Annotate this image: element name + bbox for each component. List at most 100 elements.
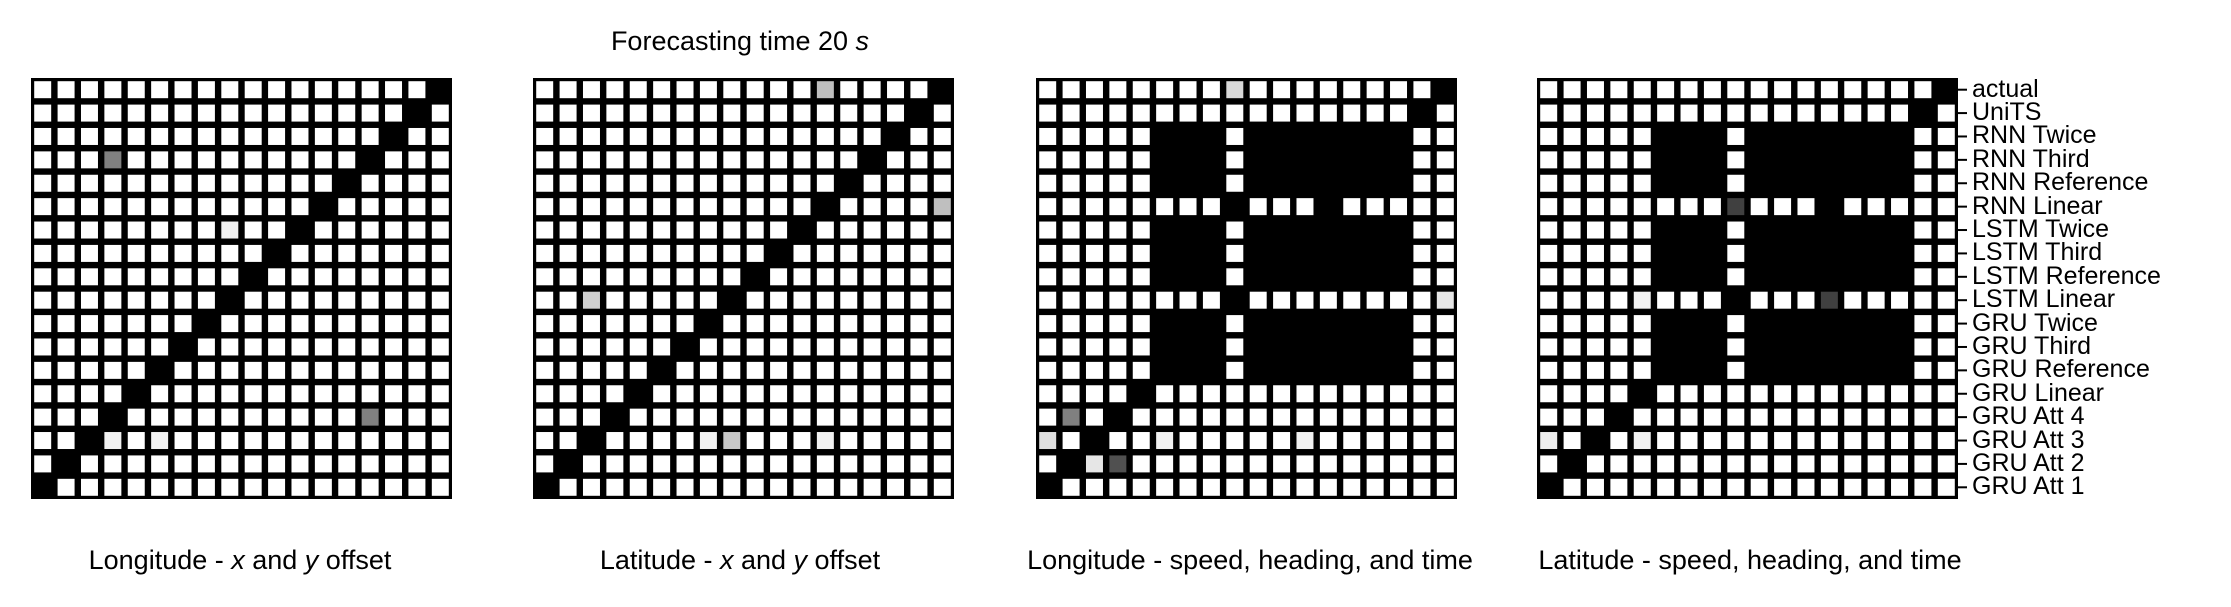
heatmap-cell — [1680, 455, 1698, 473]
heatmap-cell — [816, 244, 834, 262]
heatmap-cell — [1179, 385, 1197, 403]
heatmap-cell — [1390, 81, 1408, 99]
heatmap-cell — [1179, 455, 1197, 473]
heatmap-cell — [197, 81, 215, 99]
heatmap-cell — [793, 385, 811, 403]
heatmap-cell — [910, 385, 928, 403]
heatmap-cell — [57, 104, 75, 122]
heatmap-cell — [1610, 385, 1628, 403]
heatmap-cell — [104, 315, 122, 333]
heatmap-cell — [770, 432, 788, 450]
heatmap-cell — [221, 385, 239, 403]
heatmap-cell — [1062, 81, 1080, 99]
heatmap-cell — [1062, 315, 1080, 333]
heatmap-cell — [244, 198, 262, 216]
heatmap-cell — [816, 291, 834, 309]
heatmap-cell — [676, 291, 694, 309]
heatmap-cell — [933, 244, 951, 262]
heatmap-cell — [536, 104, 554, 122]
heatmap-cell — [1132, 268, 1150, 286]
heatmap-cell — [1296, 104, 1314, 122]
heatmap-cell — [1727, 315, 1745, 333]
heatmap-cell — [1202, 408, 1220, 426]
heatmap-cell — [361, 432, 379, 450]
heatmap-cell — [840, 221, 858, 239]
heatmap-cell — [244, 432, 262, 450]
heatmap-cell — [676, 244, 694, 262]
heatmap-cell — [723, 244, 741, 262]
heatmap-cell — [1062, 221, 1080, 239]
heatmap-cell — [582, 151, 600, 169]
heatmap-cell — [1226, 432, 1244, 450]
heatmap-cell — [606, 244, 624, 262]
heatmap-cell — [34, 361, 52, 379]
heatmap-cell — [1156, 104, 1174, 122]
heatmap-cell — [127, 174, 145, 192]
heatmap-cell — [1586, 291, 1604, 309]
heatmap-cell — [887, 221, 905, 239]
heatmap-cell — [151, 385, 169, 403]
heatmap-cell — [723, 385, 741, 403]
heatmap-cell — [80, 174, 98, 192]
heatmap-cell — [1273, 478, 1291, 496]
heatmap-cell — [1610, 151, 1628, 169]
heatmap-cell — [1085, 198, 1103, 216]
heatmap-cell — [1179, 198, 1197, 216]
heatmap-cell — [816, 408, 834, 426]
heatmap-cell — [887, 408, 905, 426]
heatmap-cell — [933, 268, 951, 286]
heatmap-cell — [314, 408, 332, 426]
heatmap-cell — [676, 408, 694, 426]
heatmap-cell — [746, 408, 764, 426]
heatmap-cell — [1844, 478, 1862, 496]
heatmap-cell — [1132, 291, 1150, 309]
heatmap-cell — [151, 127, 169, 145]
heatmap-cell — [1633, 408, 1651, 426]
heatmap-cell — [197, 455, 215, 473]
heatmap-cell — [559, 174, 577, 192]
heatmap-cell — [1039, 244, 1057, 262]
heatmap-cell — [221, 361, 239, 379]
heatmap-cell — [676, 198, 694, 216]
heatmap-cell — [746, 104, 764, 122]
heatmap-cell — [1085, 127, 1103, 145]
row-label: GRU Att 3 — [1972, 425, 2085, 454]
heatmap-cell — [34, 291, 52, 309]
heatmap-cell — [1633, 198, 1651, 216]
heatmap-cell — [559, 338, 577, 356]
heatmap-cell — [816, 268, 834, 286]
heatmap-cell — [723, 315, 741, 333]
heatmap-cell — [606, 455, 624, 473]
row-label: actual — [1972, 74, 2039, 103]
heatmap-cell — [699, 151, 717, 169]
heatmap-cell — [1132, 221, 1150, 239]
heatmap-cell — [314, 127, 332, 145]
heatmap-cell — [816, 385, 834, 403]
heatmap-cell — [1319, 478, 1337, 496]
heatmap-cell — [582, 338, 600, 356]
heatmap-cell — [1319, 408, 1337, 426]
heatmap-cell — [268, 104, 286, 122]
heatmap-cell — [1062, 174, 1080, 192]
heatmap-cell — [1436, 408, 1454, 426]
heatmap-cell — [1867, 81, 1885, 99]
heatmap-cell — [1109, 104, 1127, 122]
heatmap-cell — [863, 174, 881, 192]
heatmap-cell — [910, 244, 928, 262]
heatmap-cell — [221, 268, 239, 286]
heatmap-cell — [1727, 221, 1745, 239]
heatmap-cell — [151, 268, 169, 286]
heatmap-cell — [1413, 244, 1431, 262]
heatmap-cell — [887, 151, 905, 169]
heatmap-cell — [244, 338, 262, 356]
heatmap-cell — [431, 104, 449, 122]
heatmap-cell — [408, 174, 426, 192]
heatmap-cell — [653, 408, 671, 426]
heatmap-cell — [431, 385, 449, 403]
heatmap-cell — [268, 338, 286, 356]
heatmap-cell — [840, 315, 858, 333]
heatmap-cell — [676, 361, 694, 379]
heatmap-cell — [1085, 361, 1103, 379]
heatmap-cell — [1156, 432, 1174, 450]
heatmap-cell — [291, 104, 309, 122]
